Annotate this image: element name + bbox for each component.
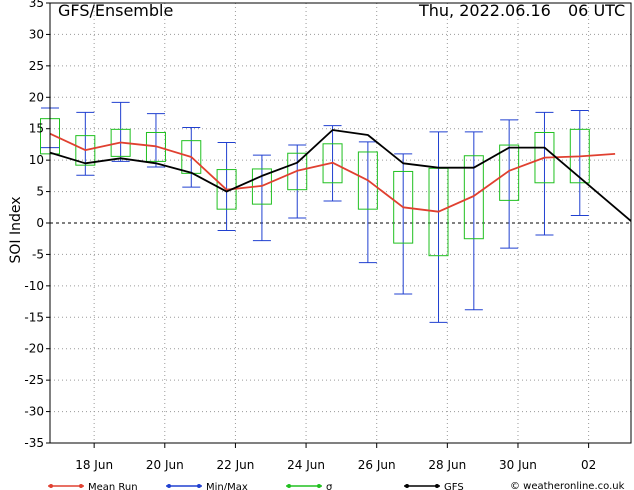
sigma-box: [322, 143, 343, 184]
legend-label: Min/Max: [206, 482, 248, 490]
legend-swatch-dot: [317, 484, 321, 488]
min-max-bars: [41, 101, 589, 323]
chart-date: Thu, 2022.06.16: [418, 1, 551, 20]
y-tick-labels: -35 -30 -25 -20 -15 -10 -5 0 5 10 15 20 25 30 35: [24, 0, 44, 450]
y-tick-label: 35: [29, 0, 44, 10]
x-tick-label: 22 Jun: [217, 458, 255, 472]
legend-swatch-dot: [49, 484, 53, 488]
legend-swatch-dot: [79, 484, 83, 488]
legend-swatch-dot: [405, 484, 409, 488]
legend-swatch-dot: [435, 484, 439, 488]
legend: Mean Run Min/Max σ GFS: [48, 482, 464, 490]
plot-frame: [49, 2, 632, 444]
y-tick-label: -15: [24, 310, 44, 324]
legend-item: σ: [286, 482, 333, 490]
x-tick-label: 24 Jun: [287, 458, 325, 472]
legend-item: GFS: [404, 482, 464, 490]
sigma-box: [393, 170, 414, 244]
credit-text: © weatheronline.co.uk: [510, 481, 625, 490]
y-tick-label: 25: [29, 59, 44, 73]
series-lines: [49, 129, 632, 222]
legend-item: Min/Max: [166, 482, 248, 490]
sigma-box: [75, 135, 96, 166]
sigma-box: [145, 131, 166, 162]
y-tick-label: 5: [36, 185, 44, 199]
y-tick-label: 30: [29, 27, 44, 41]
legend-item: Mean Run: [48, 482, 138, 490]
sigma-box: [287, 152, 308, 191]
axes: [46, 2, 632, 448]
y-tick-label: -5: [32, 247, 44, 261]
legend-label: σ: [326, 482, 333, 490]
x-tick-label: 30 Jun: [499, 458, 537, 472]
x-tick-label: 28 Jun: [428, 458, 466, 472]
mean-line: [49, 132, 616, 213]
x-tick-labels: 18 Jun 20 Jun 22 Jun 24 Jun 26 Jun 28 Jun 30 J…: [75, 458, 596, 472]
legend-swatch-dot: [287, 484, 291, 488]
y-axis-label: SOI Index: [8, 196, 24, 263]
y-tick-label: -35: [24, 436, 44, 450]
y-tick-label: -25: [24, 373, 44, 387]
y-tick-label: 15: [29, 122, 44, 136]
legend-label: GFS: [444, 482, 464, 490]
y-tick-label: 0: [36, 216, 44, 230]
x-tick-label: 18 Jun: [75, 458, 113, 472]
legend-swatch-dot: [167, 484, 171, 488]
y-tick-label: -30: [24, 405, 44, 419]
y-tick-label: -10: [24, 279, 44, 293]
sigma-boxes: [40, 118, 590, 257]
x-tick-label: 02: [581, 458, 596, 472]
y-tick-label: -20: [24, 342, 44, 356]
x-tick-label: 26 Jun: [358, 458, 396, 472]
sigma-box: [499, 144, 520, 201]
y-tick-label: 20: [29, 90, 44, 104]
x-tick-label: 20 Jun: [146, 458, 184, 472]
legend-swatch-dot: [197, 484, 201, 488]
legend-label: Mean Run: [88, 482, 138, 490]
chart-run-time: 06 UTC: [568, 1, 625, 20]
sigma-box: [463, 155, 484, 240]
gfs-line: [49, 129, 632, 222]
chart-title: GFS/Ensemble: [58, 1, 173, 20]
y-tick-label: 10: [29, 153, 44, 167]
sigma-box: [357, 151, 378, 210]
